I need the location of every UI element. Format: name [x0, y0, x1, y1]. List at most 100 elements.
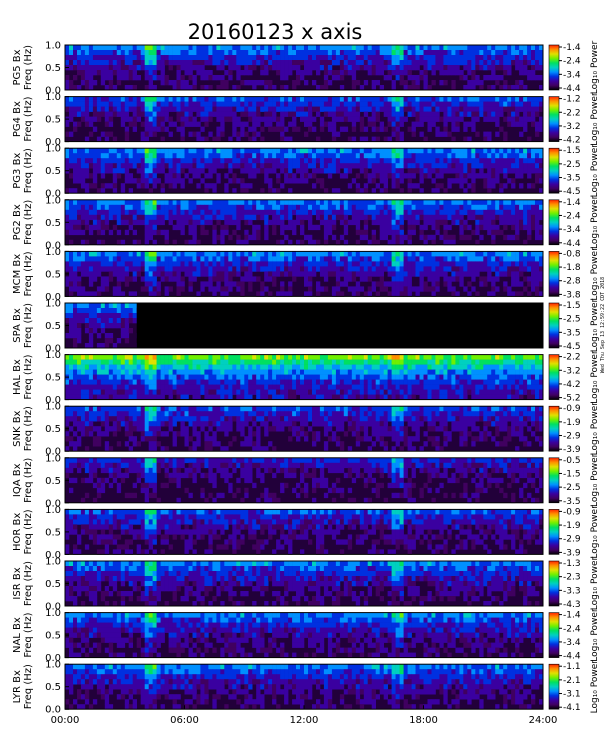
- spectrogram-cell: [399, 204, 404, 211]
- spectrogram-cell: [391, 276, 396, 282]
- spectrogram-cell: [411, 111, 416, 117]
- spectrogram-cell: [351, 80, 357, 86]
- spectrogram-cell: [491, 239, 496, 246]
- spectrogram-cell: [379, 256, 384, 262]
- spectrogram-cell: [439, 369, 444, 375]
- spectrogram-cell: [244, 359, 249, 365]
- spectrogram-cell: [455, 251, 460, 257]
- spectrogram-cell: [503, 251, 508, 257]
- spectrogram-cell: [276, 173, 281, 179]
- spectrogram-cell: [423, 261, 428, 267]
- spectrogram-cell: [120, 183, 126, 189]
- spectrogram-cell: [172, 276, 177, 282]
- spectrogram-cell: [96, 354, 102, 360]
- spectrogram-cell: [427, 214, 432, 221]
- spectrogram-cell: [292, 148, 297, 154]
- spectrogram-cell: [403, 214, 408, 221]
- spectrogram-cell: [308, 204, 313, 211]
- spectrogram-cell: [144, 126, 149, 132]
- spectrogram-cell: [415, 291, 420, 297]
- spectrogram-cell: [359, 55, 365, 61]
- spectrogram-cell: [132, 239, 137, 246]
- spectrogram-cell: [196, 121, 201, 127]
- spectrogram-cell: [136, 261, 141, 267]
- spectrogram-cell: [371, 239, 376, 246]
- spectrogram-cell: [535, 256, 540, 262]
- spectrogram-cell: [232, 173, 237, 179]
- spectrogram-cell: [507, 374, 512, 380]
- spectrogram-cell: [216, 271, 221, 277]
- spectrogram-cell: [240, 204, 245, 211]
- spectrogram-cell: [172, 239, 177, 246]
- spectrogram-cell: [479, 153, 484, 159]
- spectrogram-cell: [96, 204, 102, 211]
- spectrogram-cell: [224, 80, 229, 86]
- spectrogram-cell: [304, 369, 309, 375]
- spectrogram-cell: [359, 214, 365, 221]
- spectrogram-cell: [132, 148, 137, 154]
- spectrogram-cell: [276, 359, 281, 365]
- spectrogram-cell: [391, 183, 396, 189]
- spectrogram-cell: [124, 136, 130, 142]
- spectrogram-cell: [507, 101, 512, 107]
- freq-label: Freq (Hz): [23, 148, 34, 193]
- spectrogram-cell: [423, 359, 428, 365]
- spectrogram-cell: [80, 239, 86, 246]
- spectrogram-cell: [363, 359, 369, 365]
- spectrogram-cell: [435, 45, 440, 51]
- spectrogram-cell: [339, 75, 345, 81]
- spectrogram-cell: [120, 153, 126, 159]
- spectrogram-cell: [92, 183, 98, 189]
- colorbar-label: Log₁₀ Power: [590, 144, 600, 198]
- spectrogram-cell: [535, 291, 540, 297]
- spectrogram-cell: [439, 266, 444, 272]
- spectrogram-cell: [236, 209, 241, 216]
- spectrogram-cell: [511, 251, 516, 257]
- spectrogram-cell: [411, 168, 416, 174]
- spectrogram-cell: [483, 276, 488, 282]
- spectrogram-cell: [248, 219, 253, 226]
- spectrogram-cell: [431, 224, 436, 231]
- spectrogram-cell: [100, 224, 106, 231]
- spectrogram-cell: [375, 374, 380, 380]
- spectrogram-cell: [232, 55, 237, 61]
- spectrogram-cell: [451, 374, 456, 380]
- spectrogram-cell: [160, 126, 165, 132]
- spectrogram-cell: [331, 55, 337, 61]
- spectrogram-cell: [116, 271, 122, 277]
- spectrogram-cell: [280, 291, 285, 297]
- spectrogram-cell: [323, 106, 329, 112]
- spectrogram-cell: [276, 188, 281, 194]
- spectrogram-cell: [164, 251, 169, 257]
- spectrogram-cell: [319, 121, 325, 127]
- spectrogram-cell: [248, 266, 253, 272]
- spectrogram-cell: [483, 60, 488, 66]
- spectrogram-cell: [84, 239, 90, 246]
- spectrogram-cell: [519, 291, 524, 297]
- spectrogram-cell: [383, 163, 388, 169]
- spectrogram-cell: [487, 374, 492, 380]
- spectrogram-cell: [216, 261, 221, 267]
- spectrogram-cell: [84, 308, 90, 314]
- spectrogram-cell: [312, 266, 317, 272]
- spectrogram-cell: [196, 50, 201, 56]
- spectrogram-cell: [168, 199, 173, 206]
- spectrogram-cell: [192, 121, 197, 127]
- spectrogram-cell: [180, 266, 185, 272]
- spectrogram-cell: [459, 224, 464, 231]
- spectrogram-cell: [164, 178, 169, 184]
- spectrogram-cell: [88, 70, 94, 76]
- spectrogram-cell: [379, 224, 384, 231]
- spectrogram-cell: [148, 214, 153, 221]
- spectrogram-cell: [316, 106, 321, 112]
- spectrogram-cell: [323, 85, 329, 91]
- spectrogram-cell: [415, 251, 420, 257]
- spectrogram-cell: [304, 45, 309, 51]
- spectrogram-cell: [343, 106, 349, 112]
- spectrogram-cell: [316, 45, 321, 51]
- spectrogram-cell: [264, 364, 269, 370]
- spectrogram-cell: [176, 219, 181, 226]
- spectrogram-cell: [443, 96, 448, 102]
- spectrogram-cell: [459, 369, 464, 375]
- spectrogram-cell: [104, 276, 110, 282]
